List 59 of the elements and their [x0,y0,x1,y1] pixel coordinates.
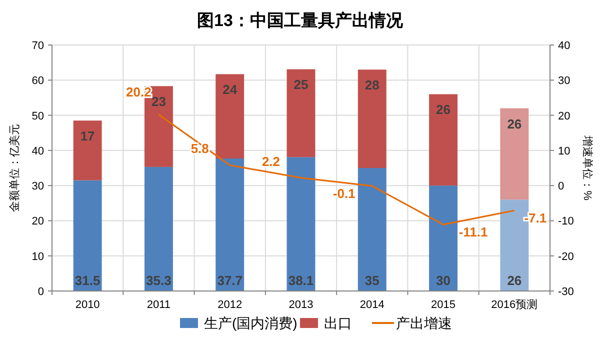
bar [216,74,244,159]
bar [429,186,458,291]
data-label: 37.7 [217,273,243,288]
legend-label: 生产(国内消费) [204,315,298,331]
y-tick-label: 50 [32,110,44,122]
data-label: -7.1 [524,210,547,226]
data-label: 17 [80,128,95,144]
data-label: -11.1 [458,224,488,240]
x-tick-label: 2012 [218,299,242,311]
y-tick-label: 70 [32,40,44,52]
data-label: 35 [364,273,380,288]
y-tick-label: 40 [32,145,44,158]
y-tick-label: 20 [32,216,44,228]
data-label: -0.1 [332,186,356,201]
bar [286,69,316,158]
data-label: 30 [436,273,451,288]
x-tick-label: 2013 [288,299,314,311]
bar [73,120,102,180]
data-label: 26 [436,102,451,118]
data-label: 23 [151,94,166,110]
bar [500,108,529,200]
x-tick-label: 2011 [146,299,171,311]
data-label: 35.3 [146,273,172,288]
bar [73,180,102,291]
y2-tick-label: 0 [558,180,564,193]
data-label: 31.5 [74,273,100,288]
y2-tick-label: -10 [558,216,574,228]
data-label: 26 [507,116,522,132]
bar [358,168,386,291]
bar [286,157,316,291]
data-label: 38.1 [288,273,314,288]
x-tick-label: 2014 [360,299,384,311]
data-label: 26 [507,273,522,288]
y2-tick-label: 30 [558,75,570,88]
data-label: 28 [364,78,380,93]
x-tick-label: 2015 [431,299,456,311]
y-tick-label: 30 [32,180,44,193]
y-axis-title: 金额单位：亿美元 [8,124,21,212]
data-label: 2.2 [262,154,280,169]
y2-tick-label: 10 [558,145,570,158]
bar [216,158,244,291]
chart-title: 图13：中国工量具产出情况 [197,11,404,30]
y2-tick-label: 40 [558,40,570,52]
x-tick-label: 2016预测 [491,299,538,311]
y2-tick-label: 20 [558,110,570,122]
y-tick-label: 0 [38,286,44,298]
y-tick-label: 60 [32,75,44,88]
data-label: 25 [294,77,308,92]
data-label: 24 [222,82,238,98]
bar [144,166,173,291]
y2-axis-title: 增速单位：% [581,134,594,201]
legend-label: 产出增速 [396,315,452,331]
y2-tick-label: -20 [558,250,574,263]
legend-label: 出口 [324,315,352,331]
x-tick-label: 2010 [75,299,100,311]
y-tick-label: 10 [32,250,44,263]
bar [429,94,458,186]
y2-tick-label: -30 [558,286,574,298]
bar [358,70,386,168]
